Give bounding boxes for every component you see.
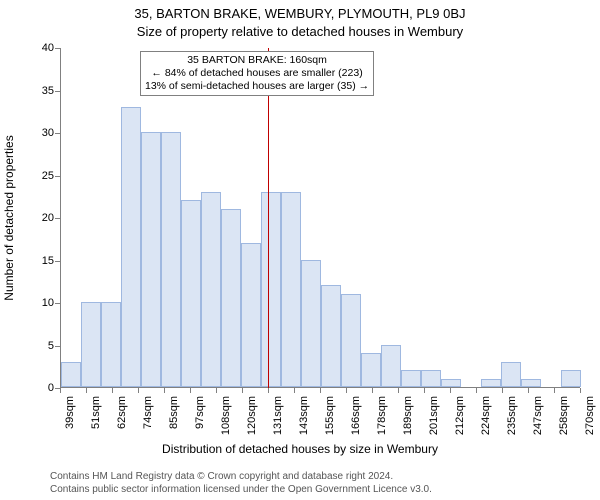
x-tick: [372, 388, 373, 393]
histogram-bar: [81, 302, 101, 387]
histogram-bar: [241, 243, 261, 388]
annotation-line: 35 BARTON BRAKE: 160sqm: [145, 54, 369, 67]
y-tick: [55, 176, 60, 177]
x-tick-label: 235sqm: [506, 396, 518, 435]
histogram-bar: [521, 379, 541, 388]
histogram-bar: [441, 379, 461, 388]
y-tick-label: 35: [24, 85, 54, 97]
histogram-bar: [61, 362, 81, 388]
histogram-bar: [121, 107, 141, 388]
y-tick-label: 25: [24, 170, 54, 182]
x-tick: [112, 388, 113, 393]
x-tick-label: 155sqm: [324, 396, 336, 435]
y-tick-label: 10: [24, 297, 54, 309]
x-tick-label: 224sqm: [480, 396, 492, 435]
histogram-bar: [481, 379, 501, 388]
marker-line: [268, 48, 269, 388]
attribution-line-2: Contains public sector information licen…: [50, 484, 432, 497]
x-axis-label: Distribution of detached houses by size …: [0, 442, 600, 456]
annotation-line: 13% of semi-detached houses are larger (…: [145, 80, 369, 93]
histogram-bar: [361, 353, 381, 387]
plot-area: [60, 48, 580, 388]
x-tick-label: 166sqm: [350, 396, 362, 435]
x-tick-label: 97sqm: [194, 396, 206, 429]
x-tick-label: 120sqm: [246, 396, 258, 435]
x-tick: [242, 388, 243, 393]
annotation-box: 35 BARTON BRAKE: 160sqm← 84% of detached…: [140, 51, 374, 96]
attribution-line-1: Contains HM Land Registry data © Crown c…: [50, 471, 432, 484]
x-tick: [216, 388, 217, 393]
x-tick-label: 258sqm: [558, 396, 570, 435]
x-tick-label: 85sqm: [168, 396, 180, 429]
x-tick: [294, 388, 295, 393]
x-tick: [86, 388, 87, 393]
histogram-bar: [101, 302, 121, 387]
title-main: 35, BARTON BRAKE, WEMBURY, PLYMOUTH, PL9…: [0, 6, 600, 21]
y-tick: [55, 346, 60, 347]
x-tick-label: 178sqm: [376, 396, 388, 435]
y-tick: [55, 218, 60, 219]
x-tick-label: 212sqm: [454, 396, 466, 435]
histogram-bar: [261, 192, 281, 388]
histogram-bar: [141, 132, 161, 387]
histogram-bar: [321, 285, 341, 387]
x-tick: [346, 388, 347, 393]
histogram-bar: [341, 294, 361, 388]
x-tick-label: 143sqm: [298, 396, 310, 435]
histogram-bar: [421, 370, 441, 387]
x-tick: [450, 388, 451, 393]
histogram-bar: [301, 260, 321, 388]
x-tick-label: 62sqm: [116, 396, 128, 429]
x-tick-label: 189sqm: [402, 396, 414, 435]
x-tick: [190, 388, 191, 393]
y-axis-label: Number of detached properties: [2, 135, 16, 300]
x-tick: [164, 388, 165, 393]
x-tick-label: 51sqm: [90, 396, 102, 429]
x-tick: [476, 388, 477, 393]
x-tick: [554, 388, 555, 393]
x-tick: [268, 388, 269, 393]
y-tick-label: 0: [24, 382, 54, 394]
x-tick: [424, 388, 425, 393]
x-tick: [580, 388, 581, 393]
x-tick-label: 74sqm: [142, 396, 154, 429]
histogram-bar: [221, 209, 241, 388]
y-tick-label: 30: [24, 127, 54, 139]
y-tick: [55, 303, 60, 304]
y-tick-label: 15: [24, 255, 54, 267]
x-tick-label: 39sqm: [64, 396, 76, 429]
y-tick-label: 20: [24, 212, 54, 224]
x-tick-label: 201sqm: [428, 396, 440, 435]
y-tick-label: 40: [24, 42, 54, 54]
x-tick: [60, 388, 61, 393]
x-tick-label: 247sqm: [532, 396, 544, 435]
histogram-bar: [561, 370, 581, 387]
y-tick: [55, 48, 60, 49]
y-tick: [55, 261, 60, 262]
x-tick-label: 270sqm: [584, 396, 596, 435]
annotation-line: ← 84% of detached houses are smaller (22…: [145, 67, 369, 80]
x-tick: [398, 388, 399, 393]
histogram-bar: [201, 192, 221, 388]
title-sub: Size of property relative to detached ho…: [0, 24, 600, 39]
x-tick-label: 131sqm: [272, 396, 284, 435]
histogram-bar: [161, 132, 181, 387]
histogram-bar: [281, 192, 301, 388]
x-tick: [528, 388, 529, 393]
histogram-bar: [501, 362, 521, 388]
y-tick-label: 5: [24, 340, 54, 352]
x-tick: [138, 388, 139, 393]
x-tick: [320, 388, 321, 393]
chart-container: 35, BARTON BRAKE, WEMBURY, PLYMOUTH, PL9…: [0, 0, 600, 500]
x-tick-label: 108sqm: [220, 396, 232, 435]
histogram-bar: [181, 200, 201, 387]
x-tick: [502, 388, 503, 393]
histogram-bar: [381, 345, 401, 388]
histogram-bar: [401, 370, 421, 387]
y-tick: [55, 91, 60, 92]
y-tick: [55, 133, 60, 134]
attribution: Contains HM Land Registry data © Crown c…: [50, 471, 432, 496]
